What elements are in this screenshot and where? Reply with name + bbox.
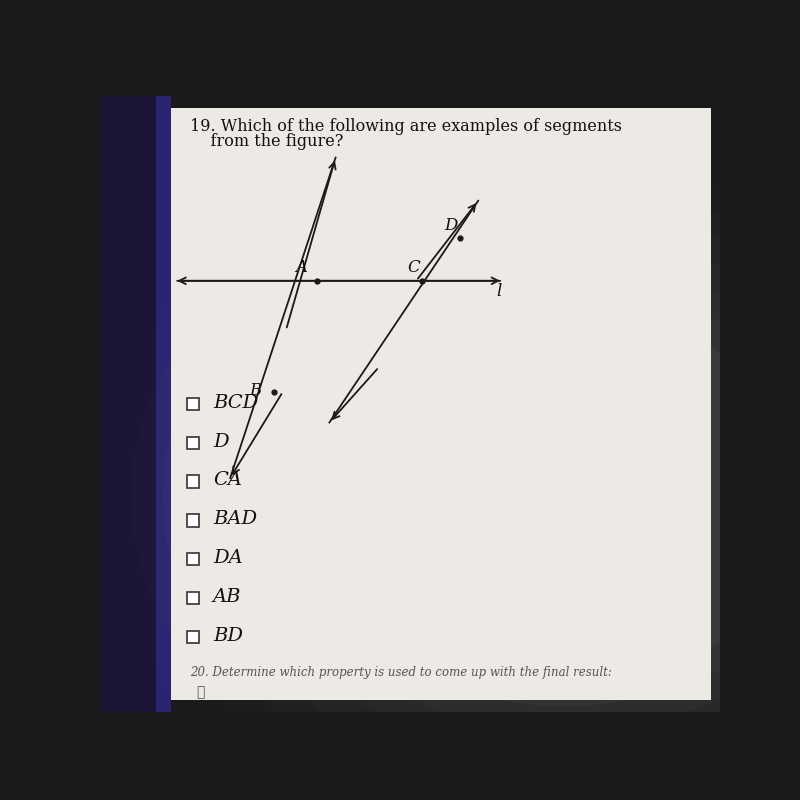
Text: from the figure?: from the figure? xyxy=(190,133,343,150)
Text: BD: BD xyxy=(213,626,243,645)
Bar xyxy=(187,514,199,526)
Text: 19. Which of the following are examples of segments: 19. Which of the following are examples … xyxy=(190,118,622,134)
Bar xyxy=(187,398,199,410)
Bar xyxy=(187,553,199,566)
FancyBboxPatch shape xyxy=(171,108,710,700)
Text: DA: DA xyxy=(213,549,242,567)
Text: ⏰: ⏰ xyxy=(196,686,205,699)
FancyBboxPatch shape xyxy=(156,96,171,712)
Text: D: D xyxy=(213,433,229,450)
Bar xyxy=(187,437,199,449)
Text: AB: AB xyxy=(213,588,242,606)
Text: l: l xyxy=(497,283,502,300)
Text: 20. Determine which property is used to come up with the final result:: 20. Determine which property is used to … xyxy=(190,666,612,679)
Bar xyxy=(187,475,199,488)
Text: BAD: BAD xyxy=(213,510,257,528)
FancyBboxPatch shape xyxy=(100,96,162,712)
Text: BCD: BCD xyxy=(213,394,258,412)
Text: CA: CA xyxy=(213,471,242,490)
Text: A: A xyxy=(295,258,307,275)
Bar xyxy=(187,592,199,604)
Bar xyxy=(187,630,199,643)
Text: B: B xyxy=(249,382,261,398)
Text: C: C xyxy=(407,258,420,275)
Text: D: D xyxy=(444,218,458,234)
